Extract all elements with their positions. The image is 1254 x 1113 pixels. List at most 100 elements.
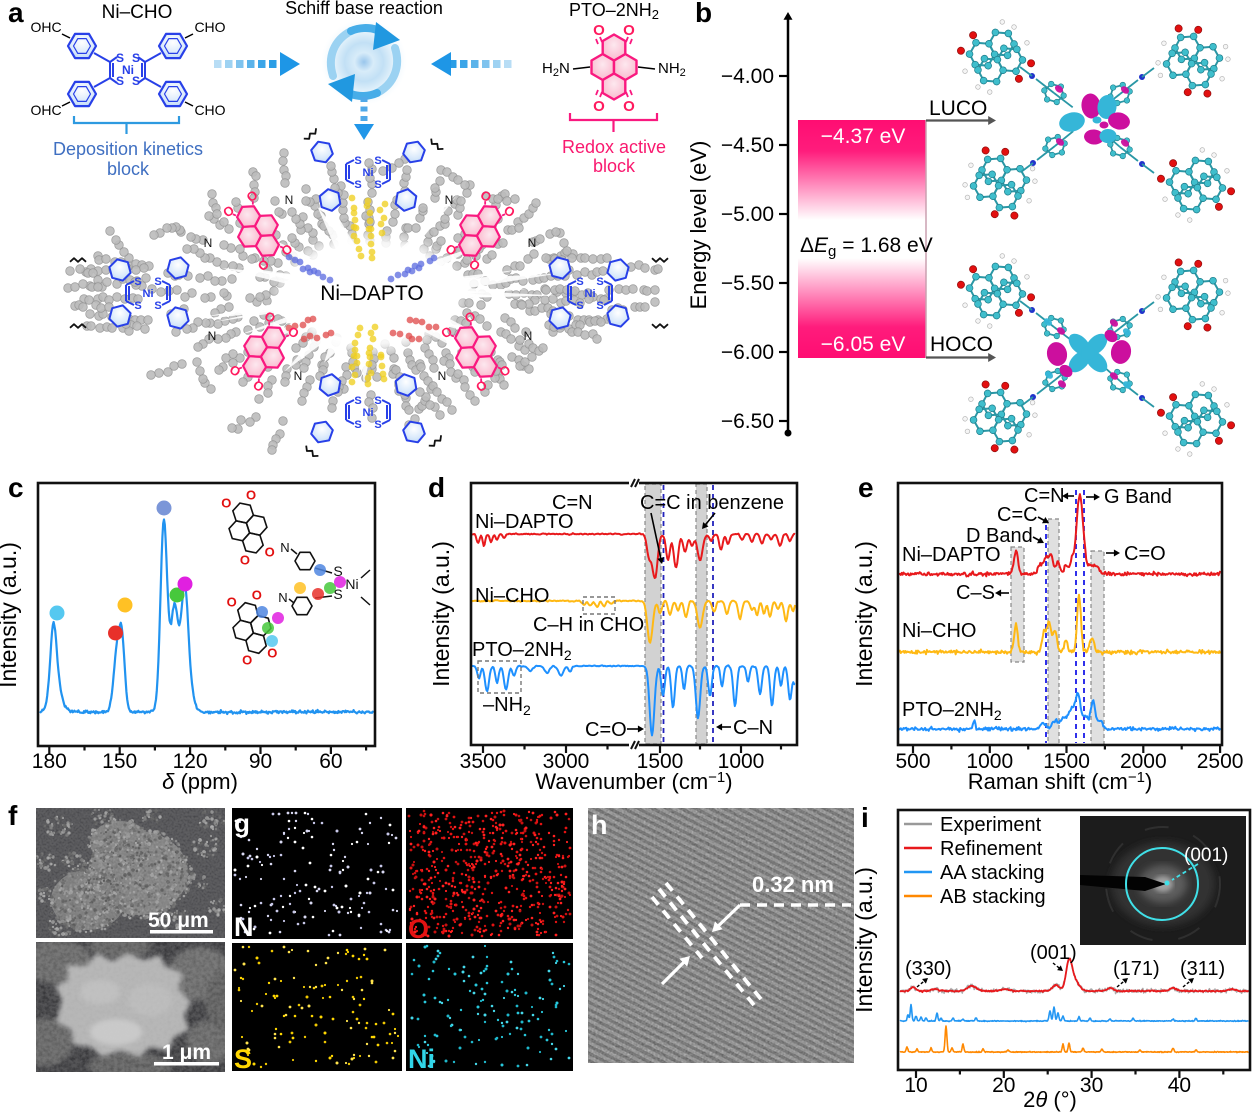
svg-text:S: S: [596, 276, 603, 288]
svg-text:S: S: [374, 155, 381, 167]
svg-text:O: O: [240, 553, 250, 568]
svg-text:1 μm: 1 μm: [162, 1041, 211, 1064]
svg-text:e: e: [858, 472, 874, 503]
svg-text:2000: 2000: [1120, 750, 1167, 773]
svg-text:S: S: [576, 300, 583, 312]
svg-text:−6.50: −6.50: [721, 410, 774, 433]
svg-text:150: 150: [102, 750, 137, 773]
svg-text:Ni–DAPTO: Ni–DAPTO: [320, 282, 423, 305]
svg-text:a: a: [8, 0, 24, 28]
svg-text:O: O: [227, 594, 237, 609]
svg-text:(311): (311): [1180, 958, 1225, 980]
svg-text:Ni: Ni: [143, 288, 154, 300]
svg-text:Redox active: Redox active: [562, 137, 666, 157]
svg-text:O: O: [221, 495, 231, 510]
svg-text:Energy level (eV): Energy level (eV): [686, 141, 711, 310]
svg-text:(001): (001): [1030, 942, 1077, 964]
svg-text:g: g: [234, 808, 250, 838]
svg-text:1000: 1000: [718, 750, 765, 773]
svg-text:3500: 3500: [460, 750, 507, 773]
svg-text:Ni–DAPTO: Ni–DAPTO: [475, 511, 574, 533]
svg-text:D Band: D Band: [966, 525, 1033, 547]
svg-text:−4.00: −4.00: [721, 65, 774, 88]
svg-text:Deposition kinetics: Deposition kinetics: [53, 139, 203, 159]
svg-text:Refinement: Refinement: [940, 838, 1043, 860]
svg-text:Ni–CHO: Ni–CHO: [475, 585, 549, 607]
svg-text:O: O: [408, 914, 429, 944]
svg-text:Intensity (a.u.): Intensity (a.u.): [428, 541, 454, 687]
svg-text:C=N: C=N: [1024, 485, 1065, 507]
svg-text:(171): (171): [1113, 958, 1160, 980]
svg-text:Intensity (a.u.): Intensity (a.u.): [851, 541, 877, 687]
svg-text:10: 10: [904, 1074, 927, 1097]
svg-text:AA stacking: AA stacking: [940, 862, 1045, 884]
svg-text:180: 180: [32, 750, 67, 773]
svg-text:20: 20: [992, 1074, 1015, 1097]
svg-text:Ni: Ni: [363, 167, 374, 179]
svg-text:block: block: [107, 159, 150, 179]
svg-text:N: N: [438, 369, 447, 383]
svg-text:C–H in CHO: C–H in CHO: [533, 614, 644, 636]
svg-text:f: f: [8, 800, 18, 831]
svg-text:S: S: [134, 276, 141, 288]
svg-text:O: O: [623, 98, 635, 115]
svg-text:LUCO: LUCO: [929, 97, 987, 120]
svg-text:60: 60: [319, 750, 342, 773]
svg-text:−6.00: −6.00: [721, 341, 774, 364]
svg-text:S: S: [354, 395, 361, 407]
svg-text:N: N: [280, 540, 289, 555]
svg-text:O: O: [246, 487, 256, 502]
svg-text:Raman shift (cm−1): Raman shift (cm−1): [968, 769, 1153, 794]
svg-text:PTO–2NH2: PTO–2NH2: [472, 639, 572, 663]
svg-text:S: S: [132, 51, 140, 65]
svg-text:d: d: [428, 472, 445, 503]
svg-text:O: O: [593, 22, 605, 39]
svg-text:N: N: [234, 912, 254, 942]
svg-text:Ni–CHO: Ni–CHO: [102, 2, 173, 23]
svg-text:S: S: [132, 74, 140, 88]
svg-text:N: N: [294, 369, 303, 383]
svg-text:C–N: C–N: [733, 717, 773, 739]
svg-text:−5.50: −5.50: [721, 272, 774, 295]
svg-text:O: O: [593, 98, 605, 115]
svg-text:PTO–2NH2: PTO–2NH2: [569, 0, 659, 22]
svg-text:S: S: [116, 51, 124, 65]
svg-text:S: S: [354, 419, 361, 431]
svg-text:S: S: [333, 563, 342, 579]
svg-text:C=N: C=N: [552, 492, 593, 514]
svg-text:−6.05 eV: −6.05 eV: [821, 333, 906, 356]
svg-text:S: S: [154, 276, 161, 288]
svg-text:500: 500: [895, 750, 930, 773]
svg-text:S: S: [596, 300, 603, 312]
svg-text:Ni: Ni: [408, 1044, 435, 1074]
svg-text:N: N: [524, 329, 533, 343]
svg-text:2θ (°): 2θ (°): [1023, 1087, 1077, 1112]
svg-text:Ni: Ni: [585, 288, 596, 300]
svg-text:40: 40: [1168, 1074, 1191, 1097]
svg-text:50 μm: 50 μm: [148, 909, 209, 932]
svg-text:N: N: [285, 193, 294, 207]
svg-text:O: O: [623, 22, 635, 39]
svg-text:O: O: [252, 588, 262, 603]
svg-text:PTO–2NH2: PTO–2NH2: [902, 699, 1002, 723]
svg-text:(001): (001): [1184, 845, 1228, 866]
svg-text:block: block: [593, 156, 636, 176]
svg-text:h: h: [591, 810, 608, 840]
svg-text:S: S: [234, 1044, 252, 1074]
svg-text:S: S: [154, 300, 161, 312]
svg-text:C=C in benzene: C=C in benzene: [640, 492, 784, 514]
svg-text:S: S: [354, 155, 361, 167]
svg-text:C=O: C=O: [585, 719, 627, 741]
svg-text:H2N: H2N: [542, 60, 570, 79]
svg-text:0.32 nm: 0.32 nm: [752, 872, 834, 897]
svg-text:δ (ppm): δ (ppm): [162, 769, 238, 794]
svg-text:O: O: [267, 646, 277, 661]
svg-text:b: b: [695, 0, 712, 28]
svg-text:C–S: C–S: [956, 582, 995, 604]
svg-text:120: 120: [173, 750, 208, 773]
svg-text:(330): (330): [905, 958, 952, 980]
svg-text:OHC: OHC: [30, 19, 61, 35]
svg-text:S: S: [374, 395, 381, 407]
svg-text:−4.50: −4.50: [721, 134, 774, 157]
svg-text:C=O: C=O: [1124, 543, 1166, 565]
